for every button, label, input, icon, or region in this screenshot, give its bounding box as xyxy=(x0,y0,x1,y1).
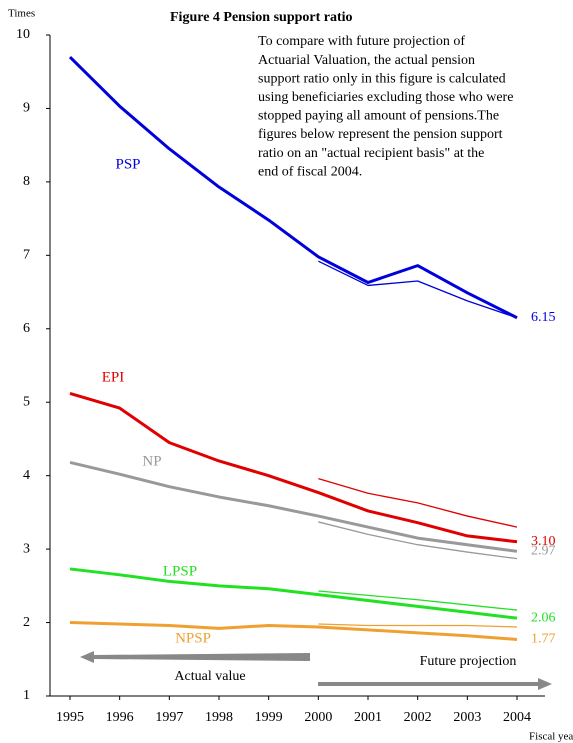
projection-line xyxy=(318,260,518,319)
x-tick-label: 1999 xyxy=(255,710,283,725)
series-line xyxy=(69,460,518,553)
arrow-label: Future projection xyxy=(420,654,517,669)
y-tick-label: 7 xyxy=(23,248,30,263)
projection-line xyxy=(318,590,518,611)
y-tick-label: 9 xyxy=(23,101,30,116)
x-tick-label: 1995 xyxy=(56,710,84,725)
note-line: stopped paying all amount of pensions.Th… xyxy=(258,109,499,124)
series-label: LPSP xyxy=(163,563,197,579)
series-label: NP xyxy=(142,453,161,469)
note-line: figures below represent the pension supp… xyxy=(258,127,503,142)
note-line: end of fiscal 2004. xyxy=(258,164,362,179)
series-label: PSP xyxy=(115,156,140,172)
series-line xyxy=(69,391,518,544)
x-tick-label: 2001 xyxy=(354,710,382,725)
x-tick-label: 2004 xyxy=(503,710,531,725)
value-label: 3.10 xyxy=(531,534,556,549)
projection-line xyxy=(318,477,518,528)
note-line: Actuarial Valuation, the actual pension xyxy=(258,53,475,68)
arrow-label: Actual value xyxy=(174,669,245,684)
y-tick-label: 1 xyxy=(23,688,30,703)
x-axis-label: Fiscal year xyxy=(529,731,573,743)
series-line xyxy=(68,55,518,320)
value-label: 2.06 xyxy=(531,610,556,625)
actual-arrow xyxy=(80,651,310,663)
note-line: To compare with future projection of xyxy=(258,34,465,49)
series-label: NPSP xyxy=(175,630,211,646)
y-tick-label: 4 xyxy=(23,468,30,483)
y-tick-label: 6 xyxy=(23,321,30,336)
value-label: 2.97 xyxy=(531,544,556,559)
projection-line xyxy=(318,623,518,628)
y-tick-label: 8 xyxy=(23,174,30,189)
x-tick-label: 2002 xyxy=(404,710,432,725)
x-tick-label: 2003 xyxy=(453,710,481,725)
y-tick-label: 5 xyxy=(23,394,30,409)
y-tick-label: 3 xyxy=(23,541,30,556)
y-tick-label: 2 xyxy=(23,615,30,630)
projection-arrow xyxy=(318,678,552,690)
note-line: using beneficiaries excluding those who … xyxy=(258,90,513,105)
x-tick-label: 1998 xyxy=(205,710,233,725)
y-axis-label: Times xyxy=(8,8,35,20)
x-tick-label: 1996 xyxy=(106,710,134,725)
value-label: 6.15 xyxy=(531,310,556,325)
projection-line xyxy=(318,521,518,560)
value-label: 1.77 xyxy=(531,632,556,647)
x-tick-label: 1997 xyxy=(155,710,183,725)
series-line xyxy=(69,621,518,641)
note-line: ratio on an "actual recipient basis" at … xyxy=(258,146,484,161)
series-line xyxy=(69,567,518,620)
note-line: support ratio only in this figure is cal… xyxy=(258,71,506,86)
series-label: EPI xyxy=(102,369,125,385)
x-tick-label: 2000 xyxy=(304,710,332,725)
y-tick-label: 10 xyxy=(16,27,30,42)
chart-title: Figure 4 Pension support ratio xyxy=(170,10,353,25)
